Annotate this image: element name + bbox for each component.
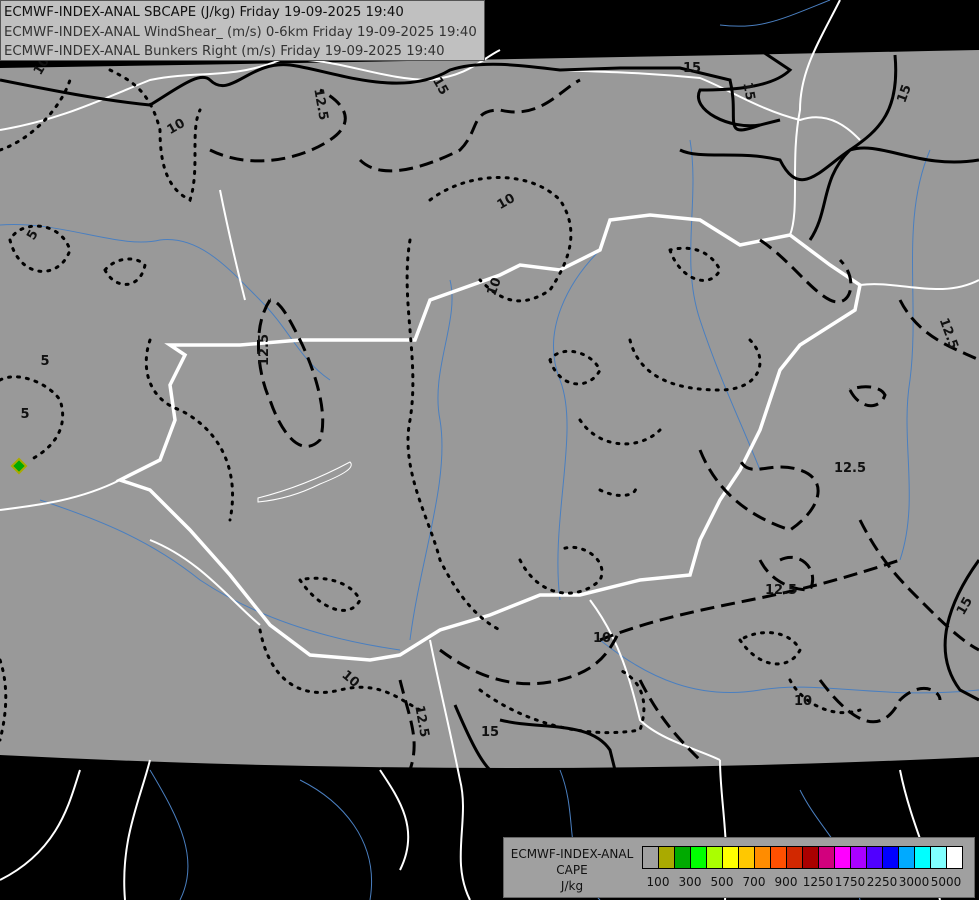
title-box: ECMWF-INDEX-ANAL SBCAPE (J/kg) Friday 19…: [0, 0, 485, 61]
legend-swatch: [755, 847, 771, 868]
contour-label: 12.5: [257, 334, 272, 366]
legend-swatch: [851, 847, 867, 868]
legend-tick-label: 1250: [802, 875, 834, 889]
legend-title: ECMWF-INDEX-ANAL CAPE J/kg: [508, 846, 636, 894]
legend-swatch: [723, 847, 739, 868]
legend-swatch: [835, 847, 851, 868]
legend-tick-label: 3000: [898, 875, 930, 889]
legend-title-line: CAPE: [556, 863, 588, 877]
hungary-border: [115, 213, 862, 662]
contour-label: 10: [593, 631, 611, 646]
contours-dashed-12-5: [209, 78, 979, 771]
cape-cell-marker: [10, 457, 28, 475]
legend-swatch: [867, 847, 883, 868]
cape-legend: ECMWF-INDEX-ANAL CAPE J/kg 100 300 500 700 9…: [503, 837, 975, 898]
legend-tick-label: 100: [646, 875, 670, 889]
contours-dotted-10: [0, 68, 862, 742]
contour-label: 12.5: [310, 87, 330, 121]
legend-swatch: [739, 847, 755, 868]
legend-swatch: [643, 847, 659, 868]
legend-tick-label: 2250: [866, 875, 898, 889]
legend-unit: J/kg: [560, 879, 584, 893]
legend-swatch: [771, 847, 787, 868]
contour-label: 5: [40, 354, 49, 369]
contour-label: 15: [895, 83, 915, 105]
legend-swatch: [659, 847, 675, 868]
contour-label: 15: [739, 81, 757, 101]
legend-swatch: [819, 847, 835, 868]
legend-swatch: [803, 847, 819, 868]
contour-label: 15: [683, 61, 701, 76]
legend-tick-label: 300: [678, 875, 702, 889]
contour-label: 12.5: [765, 583, 797, 598]
legend-tick-label: 900: [774, 875, 798, 889]
legend-swatch: [883, 847, 899, 868]
title-line-sbcape: ECMWF-INDEX-ANAL SBCAPE (J/kg) Friday 19…: [4, 5, 404, 20]
legend-swatch: [899, 847, 915, 868]
legend-swatch: [675, 847, 691, 868]
legend-swatch: [931, 847, 947, 868]
cape-markers: [10, 457, 28, 475]
legend-title-line: ECMWF-INDEX-ANAL: [510, 847, 634, 861]
legend-swatch: [915, 847, 931, 868]
legend-swatch: [787, 847, 803, 868]
contour-label: 12.5: [411, 704, 431, 738]
contour-label: 10: [485, 276, 505, 298]
title-line-windshear: ECMWF-INDEX-ANAL WindShear_ (m/s) 0-6km …: [4, 24, 477, 40]
contour-label: 15: [481, 725, 499, 740]
legend-tick-label: 1750: [834, 875, 866, 889]
legend-tick-label: 700: [742, 875, 766, 889]
legend-color-bar: [642, 846, 963, 869]
contour-label: 12.5: [834, 461, 866, 476]
contour-label: 5: [20, 407, 29, 422]
lake-balaton: [257, 461, 352, 503]
legend-swatch: [691, 847, 707, 868]
legend-swatch: [947, 847, 962, 868]
legend-tick-label: 500: [710, 875, 734, 889]
model-domain: [0, 50, 979, 769]
legend-swatch: [707, 847, 723, 868]
contour-label: 10: [794, 694, 812, 709]
legend-tick-labels: 100 300 500 700 900 1250 1750 2250 3000 5000: [642, 875, 972, 891]
legend-tick-label: 5000: [930, 875, 962, 889]
title-line-bunkers: ECMWF-INDEX-ANAL Bunkers Right (m/s) Fri…: [4, 44, 445, 59]
